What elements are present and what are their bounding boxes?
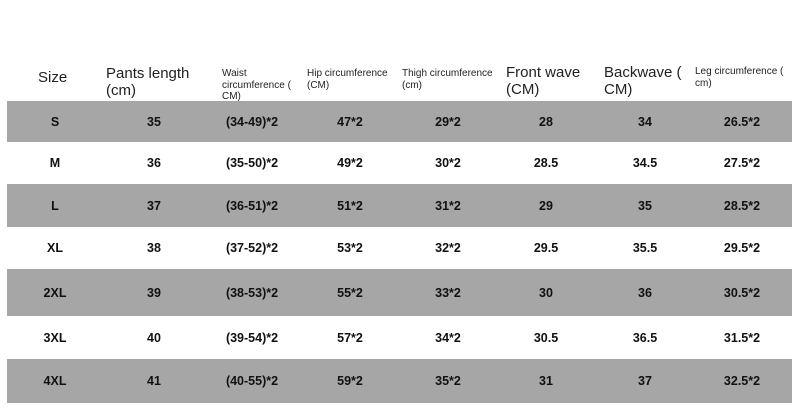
- table-cell: 35: [638, 198, 652, 213]
- table-cell: (40-55)*2: [225, 374, 279, 388]
- table-cell: 35: [147, 114, 161, 129]
- header-waist: Waist circumference ( CM): [222, 68, 291, 102]
- table-row: 4XL 41 (40-55)*2 59*2 35*2 31 37 32.5*2: [7, 359, 792, 403]
- table-cell: 53*2: [337, 241, 363, 255]
- table-row: S 35 (34-49)*2 47*2 29*2 28 34 26.5*2: [7, 101, 792, 142]
- table-cell: (35-50)*2: [225, 156, 279, 170]
- table-cell: 29.5*2: [723, 241, 761, 255]
- table-cell: 37: [147, 198, 161, 213]
- table-cell: (38-53)*2: [225, 285, 279, 300]
- table-cell: (39-54)*2: [225, 330, 279, 345]
- table-cell: M: [49, 156, 61, 170]
- table-cell: (34-49)*2: [225, 114, 279, 129]
- header-hip: Hip circumference (CM): [307, 68, 388, 91]
- table-cell: (37-52)*2: [225, 241, 279, 255]
- header-size: Size: [38, 69, 68, 86]
- table-cell: 34.5: [632, 156, 658, 170]
- table-cell: 28: [539, 114, 553, 129]
- table-cell: 28.5*2: [723, 198, 761, 213]
- table-cell: L: [51, 198, 59, 213]
- table-cell: 34*2: [435, 330, 461, 345]
- table-row: XL 38 (37-52)*2 53*2 32*2 29.5 35.5 29.5*2: [7, 227, 792, 269]
- table-cell: 31.5*2: [723, 330, 761, 345]
- table-cell: 29: [539, 198, 553, 213]
- table-cell: S: [50, 114, 60, 129]
- table-cell: 4XL: [43, 374, 67, 388]
- header-thigh: Thigh circumference (cm): [402, 68, 493, 91]
- table-cell: 41: [147, 374, 161, 388]
- header-pants-length: Pants length (cm): [106, 65, 190, 99]
- table-cell: 31: [539, 374, 553, 388]
- table-cell: 26.5*2: [723, 114, 761, 129]
- table-cell: 32*2: [435, 241, 461, 255]
- table-cell: (36-51)*2: [225, 198, 279, 213]
- table-cell: 36: [638, 285, 652, 300]
- table-cell: 35.5: [632, 241, 658, 255]
- table-cell: 37: [638, 374, 652, 388]
- header-leg: Leg circumference ( cm): [695, 66, 784, 89]
- table-cell: 59*2: [337, 374, 363, 388]
- table-cell: 49*2: [337, 156, 363, 170]
- header-backwave: Backwave ( CM): [604, 64, 682, 98]
- table-cell: 2XL: [43, 285, 67, 300]
- table-cell: 30*2: [435, 156, 461, 170]
- header-front-wave: Front wave (CM): [506, 64, 581, 98]
- table-row: 3XL 40 (39-54)*2 57*2 34*2 30.5 36.5 31.5*2: [7, 316, 792, 359]
- table-cell: 47*2: [337, 114, 363, 129]
- table-cell: 51*2: [337, 198, 363, 213]
- table-cell: XL: [47, 241, 63, 255]
- table-cell: 30.5: [533, 330, 559, 345]
- table-cell: 32.5*2: [723, 374, 761, 388]
- table-cell: 27.5*2: [723, 156, 761, 170]
- table-cell: 57*2: [337, 330, 363, 345]
- table-cell: 36.5: [632, 330, 658, 345]
- table-cell: 35*2: [435, 374, 461, 388]
- table-cell: 39: [147, 285, 161, 300]
- table-cell: 55*2: [337, 285, 363, 300]
- table-cell: 29*2: [435, 114, 461, 129]
- table-cell: 38: [147, 241, 161, 255]
- table-row: 2XL 39 (38-53)*2 55*2 33*2 30 36 30.5*2: [7, 269, 792, 316]
- table-cell: 28.5: [533, 156, 559, 170]
- table-cell: 31*2: [435, 198, 461, 213]
- table-cell: 30.5*2: [723, 285, 761, 300]
- table-header: Size Pants length (cm) Waist circumferen…: [0, 64, 800, 102]
- table-cell: 30: [539, 285, 553, 300]
- table-cell: 29.5: [533, 241, 559, 255]
- table-row: L 37 (36-51)*2 51*2 31*2 29 35 28.5*2: [7, 184, 792, 227]
- table-cell: 33*2: [435, 285, 461, 300]
- table-cell: 40: [147, 330, 161, 345]
- table-row: M 36 (35-50)*2 49*2 30*2 28.5 34.5 27.5*2: [7, 142, 792, 184]
- table-cell: 36: [147, 156, 161, 170]
- table-cell: 34: [638, 114, 652, 129]
- table-cell: 3XL: [43, 330, 67, 345]
